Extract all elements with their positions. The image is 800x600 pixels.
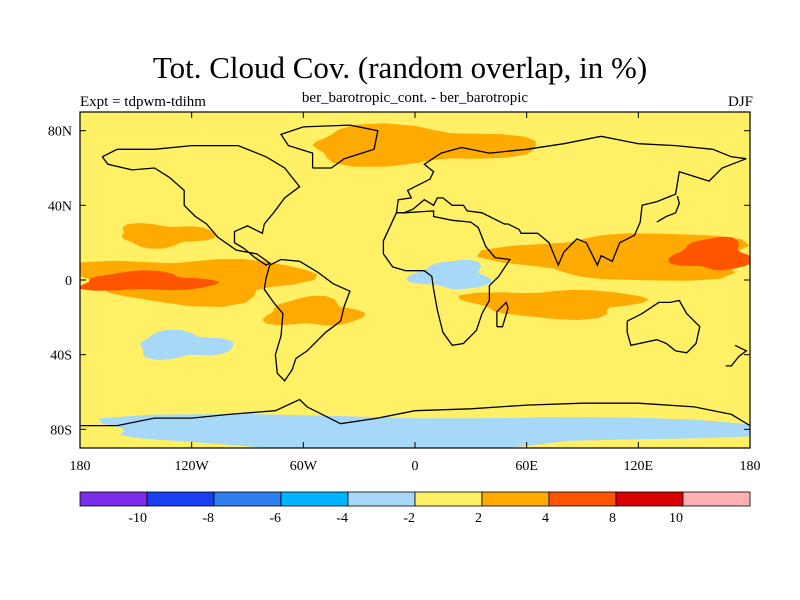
field-south-pacific-negative [140,329,234,360]
colorbar-swatch [347,491,416,507]
field-africa-negative [405,260,492,290]
colorbar-swatch [548,491,617,507]
x-tick-label: 60E [515,459,538,474]
difference-field [80,123,750,448]
x-tick-label: 0 [412,459,419,474]
y-axis: 80N 40N 0 40S 80S [48,125,750,438]
coast-europe-africa [382,210,512,347]
colorbar-swatch [280,491,349,507]
x-tick-label: 120E [624,459,654,474]
y-tick-label: 80N [48,125,72,140]
field-high-north-positive [312,123,536,167]
y-tick-label: 80S [50,423,72,438]
coast-eurasia [395,135,747,267]
experiment-label: Expt = tdpwm-tdihm [80,94,206,110]
colorbar-swatch [79,491,148,507]
colorbar-label: -2 [403,511,415,526]
field-southern-ocean-negative [98,414,750,448]
coast-south-america [263,258,351,382]
x-tick-label: 180 [740,459,761,474]
coast-japan [656,195,680,223]
coast-greenland [279,124,379,169]
colorbar-swatch [213,491,282,507]
coast-australia [626,299,701,354]
season-label: DJF [727,94,753,110]
y-tick-label: 0 [65,274,72,289]
x-tick-label: 180 [70,459,91,474]
colorbar-label: -8 [202,511,214,526]
colorbar-swatch [682,491,751,507]
colorbar-swatch [146,491,215,507]
y-tick-label: 40S [50,349,72,364]
y-tick-label: 40N [48,199,72,214]
field-west-pacific-strong-positive [668,236,750,271]
map-plot-area [79,111,751,449]
field-south-atlantic-positive [262,295,365,326]
coast-new-zealand [725,344,748,367]
chart-subtitle: ber_barotropic_cont. - ber_barotropic [301,90,529,106]
colorbar-label: 10 [669,511,683,526]
x-axis: 180 120W 60W 0 60E 120E 180 [70,112,761,474]
coast-antarctica [80,398,750,427]
colorbar-label: -10 [128,511,147,526]
colorbar: -10 -8 -6 -4 -2 2 4 8 10 [79,491,751,526]
colorbar-swatch [414,491,483,507]
x-tick-label: 120W [175,459,210,474]
coastlines [80,124,750,427]
colorbar-label: 8 [609,511,616,526]
colorbar-label: -4 [336,511,348,526]
colorbar-label: 2 [475,511,482,526]
coast-madagascar [496,301,509,328]
field-north-pacific-positive [122,222,216,249]
colorbar-swatch [615,491,684,507]
coast-north-america [101,144,301,266]
chart-title: Tot. Cloud Cov. (random overlap, in %) [152,50,648,85]
colorbar-label: 4 [542,511,549,526]
colorbar-swatch [481,491,550,507]
field-equatorial-pacific-positive [80,270,220,291]
field-indian-ocean-south-positive [458,289,649,320]
x-tick-label: 60W [290,459,318,474]
colorbar-label: -6 [269,511,281,526]
